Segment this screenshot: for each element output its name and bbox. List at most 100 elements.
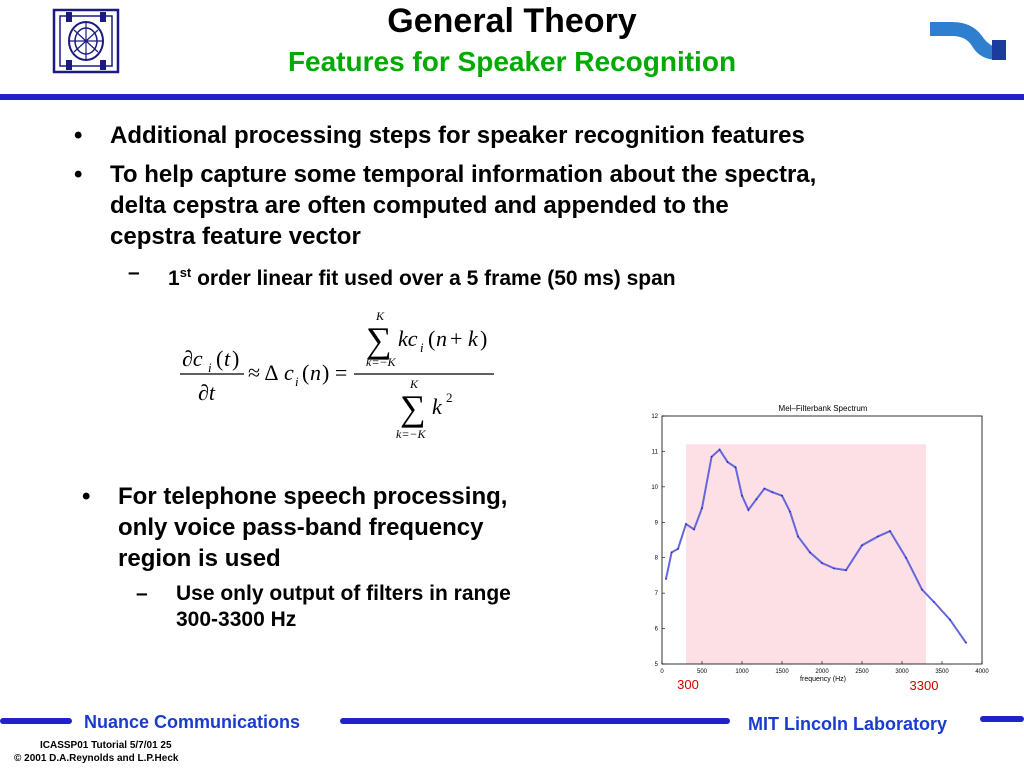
bullet-dot-icon: •: [82, 483, 91, 510]
spectrum-point: [889, 530, 891, 533]
spectrum-point: [921, 588, 923, 591]
spectrum-point: [933, 601, 935, 603]
svg-text:(: (: [302, 360, 309, 385]
spectrum-point: [833, 567, 835, 570]
svg-text:): ): [232, 346, 239, 371]
footer-lab: MIT Lincoln Laboratory: [748, 714, 948, 734]
x-tick-label: 500: [697, 669, 708, 675]
slide-title: General Theory: [387, 2, 637, 40]
svg-text:k: k: [432, 394, 443, 419]
svg-text:k=−K: k=−K: [396, 427, 427, 441]
footer-bar-right: [980, 716, 1024, 722]
svg-text:): ): [480, 326, 487, 351]
svg-text:K: K: [375, 309, 385, 323]
y-tick-label: 12: [651, 414, 658, 420]
bullet-line: only voice pass-band frequency: [118, 514, 484, 541]
x-tick-label: 3500: [935, 669, 949, 675]
spectrum-point: [789, 510, 791, 513]
svg-text:K: K: [409, 377, 419, 391]
spectrum-point: [701, 507, 703, 510]
x-axis-label: frequency (Hz): [800, 676, 846, 683]
bullet-dot-icon: •: [74, 161, 83, 188]
chart-title: Mel–Filterbank Spectrum: [779, 404, 868, 413]
spectrum-point: [781, 494, 783, 497]
spectrum-point: [734, 466, 737, 469]
sub-bullet-line: Use only output of filters in range: [176, 582, 511, 605]
bullet-item: • For telephone speech processing, only …: [82, 481, 508, 574]
x-tick-label: 0: [660, 669, 664, 675]
bullet-text: Additional processing steps for speaker …: [110, 122, 805, 149]
spectrum-point: [710, 455, 713, 458]
spectrum-point: [685, 523, 687, 525]
spectrum-point: [821, 562, 823, 564]
svg-text:(: (: [428, 326, 435, 351]
svg-text:∑: ∑: [400, 388, 426, 428]
band-label-3300: 3300: [910, 678, 939, 693]
pass-band-region: [686, 444, 926, 664]
x-tick-label: 1500: [775, 669, 789, 675]
bullet-line: For telephone speech processing,: [118, 483, 508, 510]
svg-text:(: (: [216, 346, 223, 371]
spectrum-point: [726, 461, 729, 463]
spectrum-point: [771, 491, 774, 494]
spectrum-point: [693, 528, 695, 531]
bullet-dot-icon: •: [74, 122, 83, 149]
spectrum-point: [861, 544, 863, 547]
svg-text:i: i: [295, 374, 299, 389]
spectrum-series-line: [665, 448, 967, 644]
spectrum-point: [718, 448, 721, 451]
svg-text:c: c: [284, 360, 294, 385]
y-tick-label: 7: [655, 591, 659, 597]
spectrum-point: [809, 551, 811, 554]
svg-text:i: i: [208, 360, 212, 375]
spectrum-point: [747, 508, 750, 511]
bullet-line: To help capture some temporal informatio…: [110, 161, 817, 188]
mel-filterbank-chart: Mel–Filterbank Spectrum 0 500 1000 1500 2000…: [640, 400, 1000, 700]
spectrum-point: [741, 494, 743, 497]
svg-text:) =: ) =: [322, 360, 347, 385]
sub-bullet-text-pre: 1: [168, 267, 180, 290]
svg-text:kc: kc: [398, 326, 418, 351]
spectrum-point: [905, 556, 907, 559]
svg-text:n: n: [436, 326, 447, 351]
slide-subtitle: Features for Speaker Recognition: [287, 46, 737, 77]
svg-text:≈ Δ: ≈ Δ: [248, 360, 279, 385]
y-tick-label: 11: [652, 449, 659, 455]
footer-bar-left: [0, 718, 72, 724]
footer-company: Nuance Communications: [84, 712, 301, 732]
footer-bar-middle: [340, 718, 730, 724]
svg-text:t: t: [224, 346, 231, 371]
y-tick-label: 8: [655, 556, 659, 562]
svg-text:∂c: ∂c: [182, 346, 203, 371]
spectrum-point: [845, 569, 847, 572]
band-label-300: 300: [677, 677, 699, 692]
svg-text:k: k: [468, 326, 479, 351]
svg-text:∂t: ∂t: [198, 380, 216, 405]
spectrum-point: [965, 641, 967, 644]
y-tick-label: 5: [655, 662, 659, 668]
sub-bullet-line: 300-3300 Hz: [176, 608, 297, 631]
bullet-line: region is used: [118, 545, 281, 572]
sub-bullet-text-post: order linear fit used over a 5 frame (50…: [191, 267, 676, 290]
x-tick-label: 3000: [895, 669, 909, 675]
dash-icon: –: [136, 582, 148, 605]
delta-cepstra-equation: ∂c i ( t ) ∂t ≈ Δ c i ( n ) = K ∑ k=−K k…: [180, 309, 494, 441]
spectrum-point: [670, 551, 673, 554]
dash-icon: –: [128, 261, 140, 284]
svg-text:2: 2: [446, 390, 453, 405]
footer-copyright: © 2001 D.A.Reynolds and L.P.Heck: [14, 753, 179, 764]
spectrum-point: [877, 535, 879, 538]
y-tick-label: 9: [655, 520, 659, 526]
svg-text:n: n: [310, 360, 321, 385]
nuance-logo: [930, 22, 1006, 60]
spectrum-point: [763, 487, 766, 490]
bullet-line: cepstra feature vector: [110, 223, 361, 250]
spectrum-point: [677, 547, 679, 550]
x-tick-label: 1000: [735, 669, 749, 675]
svg-text:k=−K: k=−K: [366, 355, 397, 369]
svg-text:∑: ∑: [366, 320, 392, 360]
svg-text:+: +: [450, 326, 462, 351]
y-tick-label: 6: [655, 627, 659, 633]
bullet-line: delta cepstra are often computed and app…: [110, 192, 729, 219]
spectrum-point: [797, 535, 799, 538]
